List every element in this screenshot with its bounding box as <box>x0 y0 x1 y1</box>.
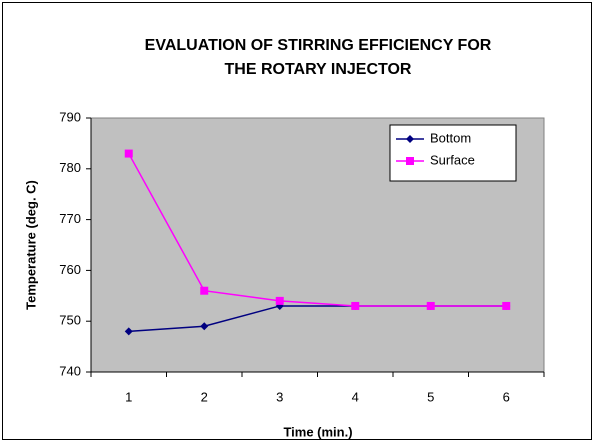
y-tick-label: 770 <box>59 211 81 226</box>
x-tick-label: 6 <box>503 389 510 404</box>
legend-label: Surface <box>430 152 475 167</box>
y-tick-label: 750 <box>59 313 81 328</box>
point <box>502 301 511 310</box>
y-axis-title: Temperature (deg. C) <box>23 180 38 310</box>
point <box>426 301 435 310</box>
x-tick-label: 2 <box>201 389 208 404</box>
point <box>275 296 284 305</box>
legend-marker <box>406 157 414 165</box>
legend-marker <box>406 135 414 143</box>
y-tick-label: 790 <box>59 109 81 124</box>
x-tick-label: 5 <box>427 389 434 404</box>
chart-title: EVALUATION OF STIRRING EFFICIENCY FOR <box>145 37 492 54</box>
point <box>200 322 209 331</box>
legend-label: Bottom <box>430 130 471 145</box>
point <box>351 301 360 310</box>
x-axis-title: Time (min.) <box>283 424 352 439</box>
point <box>200 286 209 295</box>
point <box>124 327 133 336</box>
point <box>124 149 133 158</box>
y-tick-label: 780 <box>59 160 81 175</box>
y-tick-label: 760 <box>59 262 81 277</box>
x-tick-label: 3 <box>276 389 283 404</box>
x-tick-label: 4 <box>352 389 359 404</box>
x-tick-label: 1 <box>125 389 132 404</box>
y-tick-label: 740 <box>59 363 81 378</box>
legend-box <box>389 124 517 182</box>
series-line <box>128 153 507 307</box>
chart-title: THE ROTARY INJECTOR <box>225 61 412 78</box>
